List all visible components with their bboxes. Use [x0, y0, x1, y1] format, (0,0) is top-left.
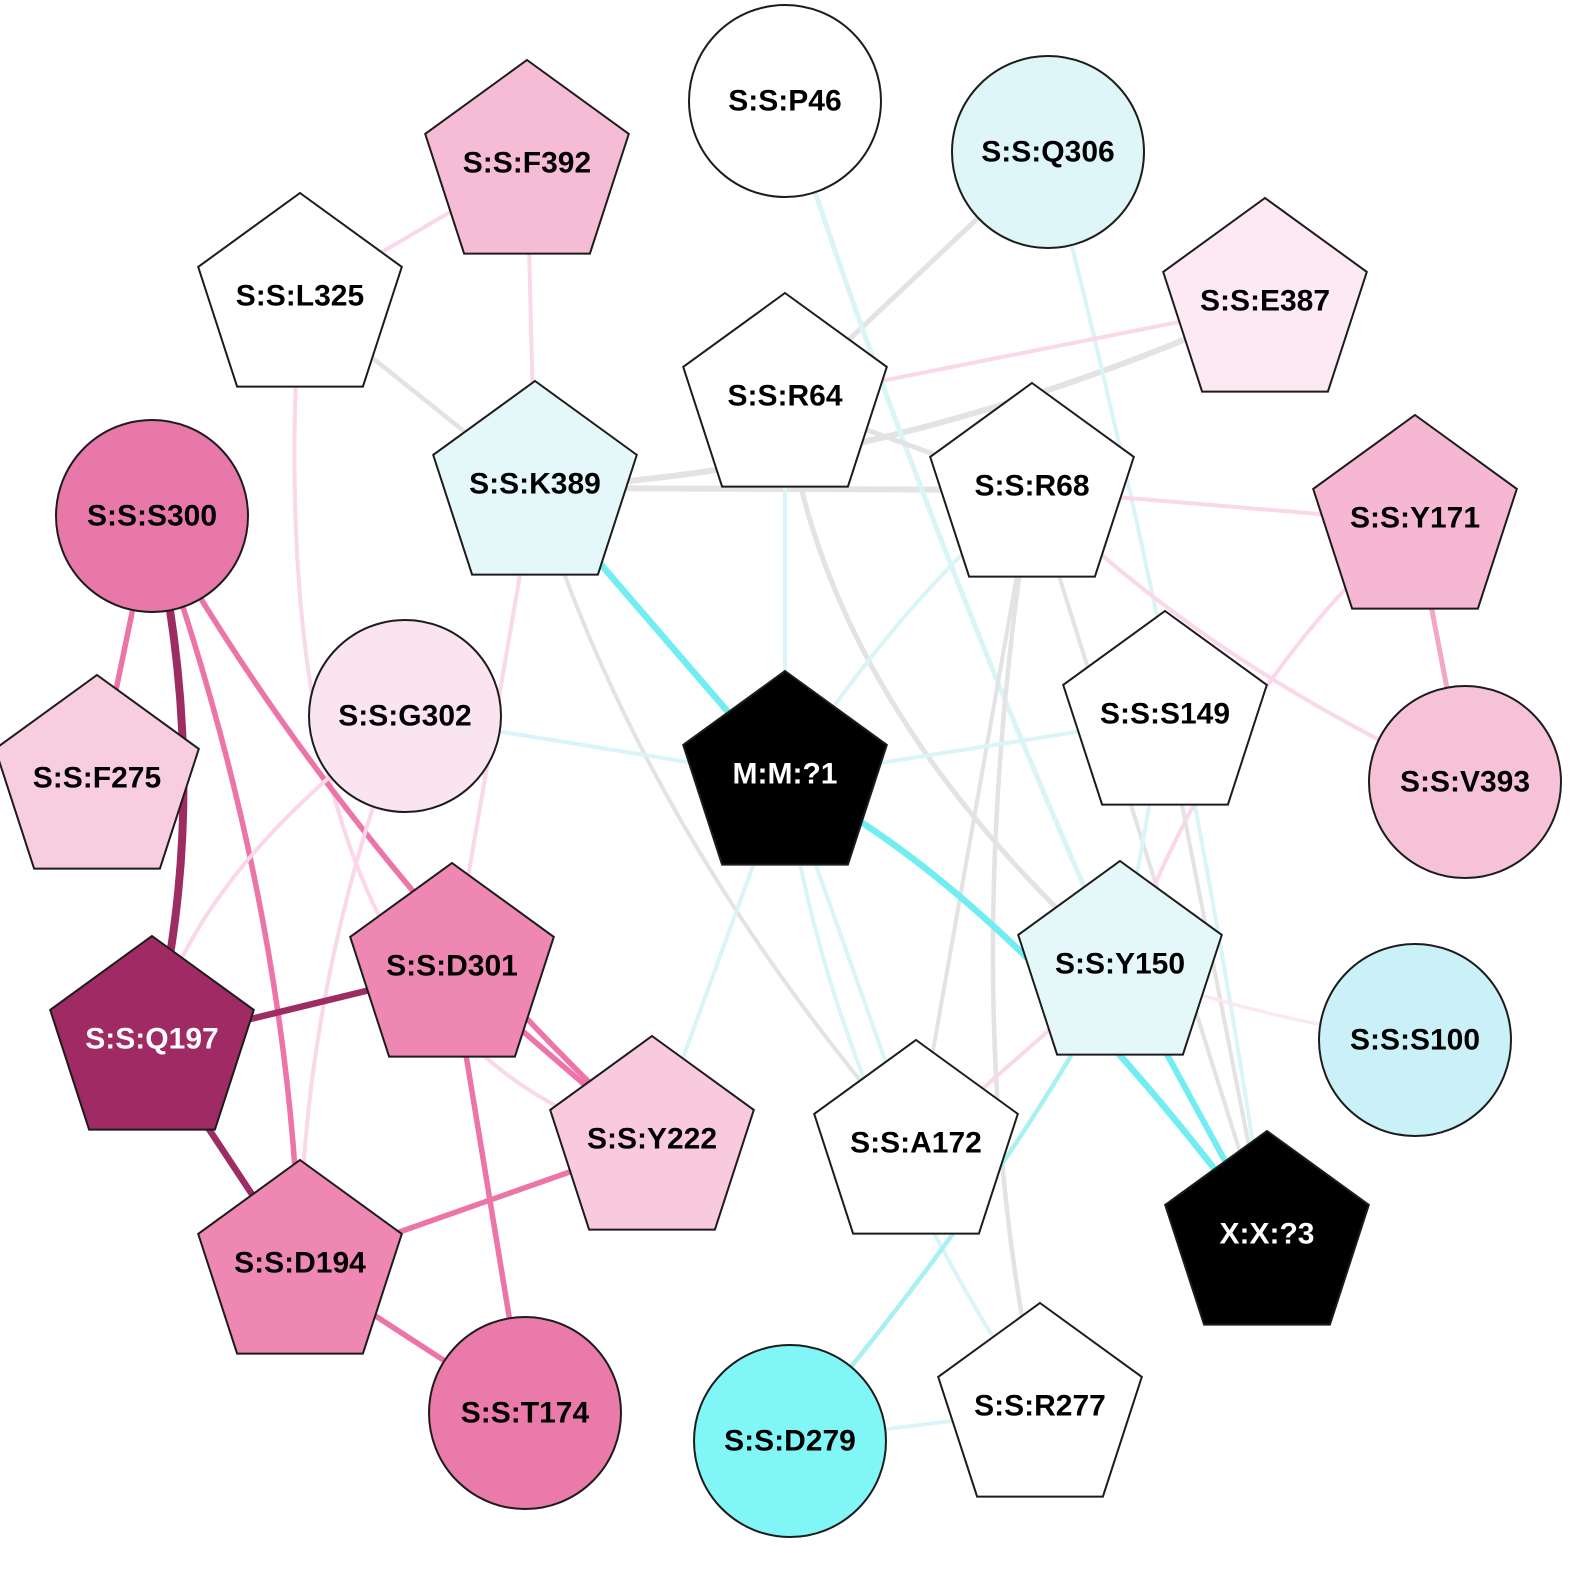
node-shape-S:S:F275[interactable]: [0, 673, 200, 870]
node-shape-S:S:R277[interactable]: [937, 1301, 1143, 1498]
node-shape-S:S:Y171[interactable]: [1312, 413, 1518, 610]
node-S:S:R64[interactable]: S:S:R64: [682, 291, 888, 488]
node-S:S:Y222[interactable]: S:S:Y222: [549, 1034, 755, 1231]
node-S:S:Q306[interactable]: S:S:Q306: [951, 55, 1145, 249]
node-shape-S:S:F392[interactable]: [424, 58, 630, 255]
edge-S:S:K389--S:S:A172: [533, 486, 918, 1149]
node-shape-S:S:Y222[interactable]: [549, 1034, 755, 1231]
node-shape-S:S:P46[interactable]: [688, 4, 882, 198]
node-shape-S:S:D301[interactable]: [349, 861, 555, 1058]
node-shape-S:S:S149[interactable]: [1062, 609, 1268, 806]
node-S:S:E387[interactable]: S:S:E387: [1162, 196, 1368, 393]
node-S:S:F392[interactable]: S:S:F392: [424, 58, 630, 255]
node-shape-S:S:D279[interactable]: [693, 1344, 887, 1538]
node-shape-S:S:V393[interactable]: [1368, 685, 1562, 879]
edge-S:S:R68--S:S:A172: [914, 488, 1034, 1149]
node-shape-S:S:R68[interactable]: [929, 381, 1135, 578]
node-shape-S:S:S300[interactable]: [55, 419, 249, 613]
node-S:S:S100[interactable]: S:S:S100: [1318, 943, 1512, 1137]
node-S:S:V393[interactable]: S:S:V393: [1368, 685, 1562, 879]
node-S:S:D301[interactable]: S:S:D301: [349, 861, 555, 1058]
node-S:S:S300[interactable]: S:S:S300: [55, 419, 249, 613]
edge-S:S:K389--S:S:E387: [532, 302, 1268, 491]
node-S:S:Q197[interactable]: S:S:Q197: [49, 934, 255, 1131]
node-S:S:G302[interactable]: S:S:G302: [308, 619, 502, 813]
edge-S:S:P46--S:S:Y150: [782, 98, 1123, 971]
node-shape-S:S:Q197[interactable]: [49, 934, 255, 1131]
node-shape-S:S:A172[interactable]: [813, 1038, 1019, 1235]
node-S:S:D194[interactable]: S:S:D194: [197, 1158, 403, 1355]
node-shape-S:S:L325[interactable]: [197, 191, 403, 388]
node-X:X:?3[interactable]: X:X:?3: [1164, 1129, 1370, 1326]
node-shape-X:X:?3[interactable]: [1164, 1129, 1370, 1326]
node-shape-S:S:S100[interactable]: [1318, 943, 1512, 1137]
node-shape-S:S:T174[interactable]: [428, 1316, 622, 1510]
node-shape-M:M:?1[interactable]: [682, 669, 888, 866]
node-S:S:P46[interactable]: S:S:P46: [688, 4, 882, 198]
node-S:S:D279[interactable]: S:S:D279: [693, 1344, 887, 1538]
node-S:S:R68[interactable]: S:S:R68: [929, 381, 1135, 578]
node-S:S:R277[interactable]: S:S:R277: [937, 1301, 1143, 1498]
edge-S:S:S300--S:S:Y222: [149, 513, 655, 1146]
node-S:S:T174[interactable]: S:S:T174: [428, 1316, 622, 1510]
node-shape-S:S:E387[interactable]: [1162, 196, 1368, 393]
node-S:S:A172[interactable]: S:S:A172: [813, 1038, 1019, 1235]
edge-S:S:R68--X:X:?3: [1030, 488, 1269, 1240]
edge-S:S:L325--S:S:Y222: [292, 298, 654, 1145]
node-shape-S:S:Q306[interactable]: [951, 55, 1145, 249]
node-shape-S:S:D194[interactable]: [197, 1158, 403, 1355]
node-S:S:Y150[interactable]: S:S:Y150: [1017, 859, 1223, 1056]
node-S:S:Y171[interactable]: S:S:Y171: [1312, 413, 1518, 610]
node-shape-S:S:K389[interactable]: [432, 379, 638, 576]
node-shape-S:S:G302[interactable]: [308, 619, 502, 813]
edge-S:S:R68--S:S:R277: [990, 487, 1043, 1413]
node-S:S:K389[interactable]: S:S:K389: [432, 379, 638, 576]
node-shape-S:S:Y150[interactable]: [1017, 859, 1223, 1056]
node-S:S:L325[interactable]: S:S:L325: [197, 191, 403, 388]
edge-S:S:S300--S:S:D194: [149, 513, 303, 1270]
node-shape-S:S:R64[interactable]: [682, 291, 888, 488]
node-S:S:F275[interactable]: S:S:F275: [0, 673, 200, 870]
node-S:S:S149[interactable]: S:S:S149: [1062, 609, 1268, 806]
